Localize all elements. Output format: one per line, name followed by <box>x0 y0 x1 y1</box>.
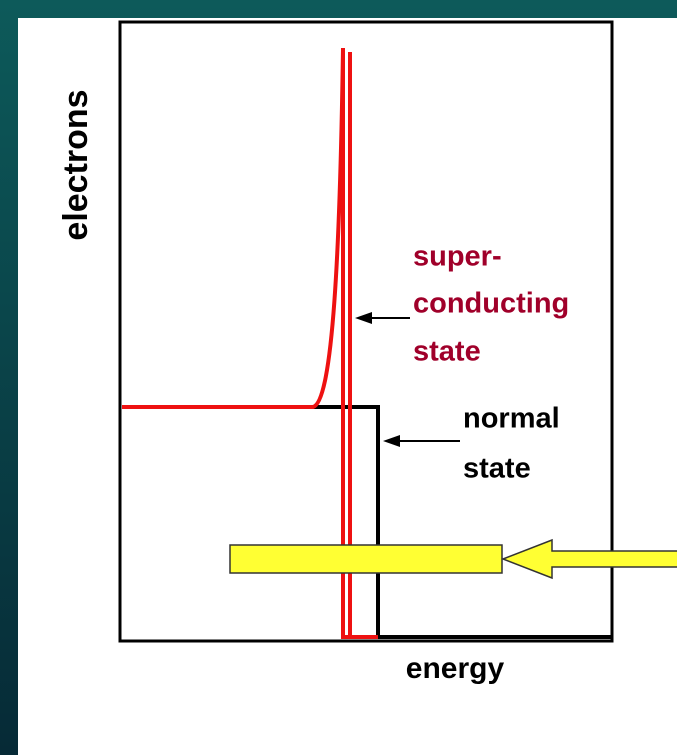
plot-frame <box>118 20 614 643</box>
highlight-bar <box>229 544 503 574</box>
x-axis-label: energy <box>406 652 505 685</box>
arrowhead <box>383 435 400 447</box>
label-normal: normal <box>463 403 560 435</box>
label-normal: state <box>463 453 531 485</box>
label-superconducting: super- <box>413 241 502 273</box>
normal-state-curve <box>313 405 612 639</box>
slide-panel <box>18 18 677 755</box>
label-superconducting: state <box>413 336 481 368</box>
y-axis-label: electrons <box>57 89 95 240</box>
pointer-arrow <box>500 538 677 580</box>
label-superconducting: conducting <box>413 288 569 320</box>
superconducting-curve <box>122 47 378 639</box>
arrowhead <box>355 312 372 324</box>
